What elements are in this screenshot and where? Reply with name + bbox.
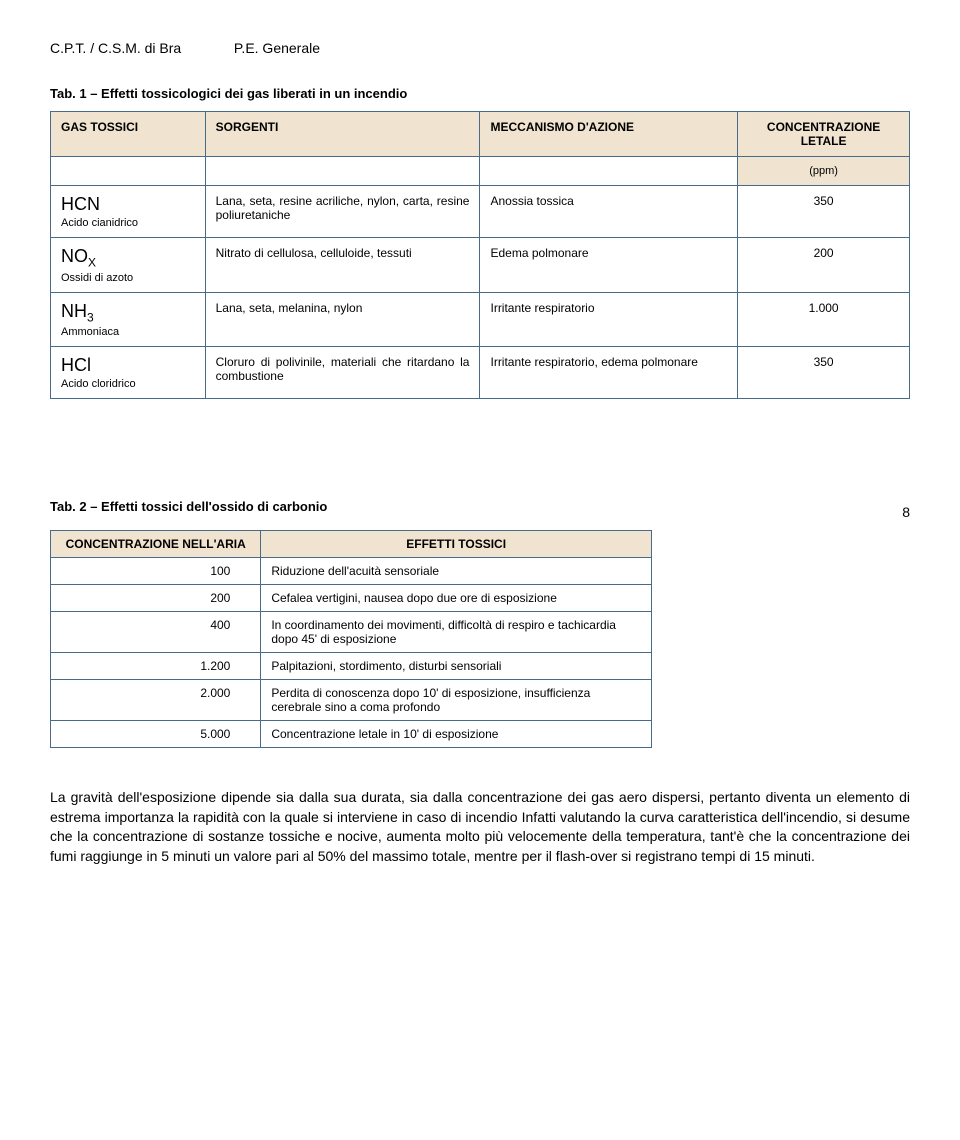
effect-cell: Palpitazioni, stordimento, disturbi sens… [261,653,652,680]
conc-cell: 1.000 [738,292,910,347]
table-row: 1.200 Palpitazioni, stordimento, disturb… [51,653,652,680]
mech-cell: Anossia tossica [480,186,738,238]
table1-unit-row: (ppm) [51,157,910,186]
conc-cell: 350 [738,347,910,399]
effect-cell: Concentrazione letale in 10' di esposizi… [261,721,652,748]
table2: CONCENTRAZIONE NELL'ARIA EFFETTI TOSSICI… [50,530,652,748]
source-cell: Nitrato di cellulosa, celluloide, tessut… [205,238,480,293]
table2-col-conc: CONCENTRAZIONE NELL'ARIA [51,531,261,558]
table-row: 400 In coordinamento dei movimenti, diff… [51,612,652,653]
table1-col-mech: MECCANISMO D'AZIONE [480,112,738,157]
conc-val: 100 [51,558,261,585]
chem-name: Ammoniaca [61,326,119,338]
mech-cell: Irritante respiratorio, edema polmonare [480,347,738,399]
effect-cell: In coordinamento dei movimenti, difficol… [261,612,652,653]
table1-col-src: SORGENTI [205,112,480,157]
table1-col-conc: CONCENTRAZIONE LETALE [738,112,910,157]
table-row: 200 Cefalea vertigini, nausea dopo due o… [51,585,652,612]
body-paragraph: La gravità dell'esposizione dipende sia … [50,788,910,866]
conc-cell: 200 [738,238,910,293]
table-row: 2.000 Perdita di conoscenza dopo 10' di … [51,680,652,721]
source-cell: Lana, seta, melanina, nylon [205,292,480,347]
table1-caption: Tab. 1 – Effetti tossicologici dei gas l… [50,86,910,101]
source-cell: Lana, seta, resine acriliche, nylon, car… [205,186,480,238]
effect-cell: Cefalea vertigini, nausea dopo due ore d… [261,585,652,612]
effect-cell: Perdita di conoscenza dopo 10' di esposi… [261,680,652,721]
conc-val: 1.200 [51,653,261,680]
table1-col-gas: GAS TOSSICI [51,112,206,157]
table-row: 100 Riduzione dell'acuità sensoriale [51,558,652,585]
chem-name: Acido cloridrico [61,378,136,390]
table-row: HCl Acido cloridrico Cloruro di polivini… [51,347,910,399]
table-row: HCN Acido cianidrico Lana, seta, resine … [51,186,910,238]
conc-val: 2.000 [51,680,261,721]
chem-name: Ossidi di azoto [61,272,133,284]
table2-header-row: CONCENTRAZIONE NELL'ARIA EFFETTI TOSSICI [51,531,652,558]
page-header: C.P.T. / C.S.M. di Bra P.E. Generale [50,40,910,56]
conc-cell: 350 [738,186,910,238]
formula-sub: X [88,256,96,270]
table1-unit: (ppm) [738,157,910,186]
formula: NH [61,301,87,321]
table-row: NH3 Ammoniaca Lana, seta, melanina, nylo… [51,292,910,347]
header-left: C.P.T. / C.S.M. di Bra [50,40,230,56]
table2-col-eff: EFFETTI TOSSICI [261,531,652,558]
effect-cell: Riduzione dell'acuità sensoriale [261,558,652,585]
conc-val: 200 [51,585,261,612]
formula: HCl [61,355,91,375]
source-cell: Cloruro di polivinile, materiali che rit… [205,347,480,399]
mech-cell: Edema polmonare [480,238,738,293]
table1: GAS TOSSICI SORGENTI MECCANISMO D'AZIONE… [50,111,910,399]
formula: HCN [61,194,100,214]
formula: NO [61,246,88,266]
table1-header-row: GAS TOSSICI SORGENTI MECCANISMO D'AZIONE… [51,112,910,157]
formula-sub: 3 [87,310,94,324]
mech-cell: Irritante respiratorio [480,292,738,347]
header-right: P.E. Generale [234,40,320,56]
chem-name: Acido cianidrico [61,217,138,229]
conc-val: 5.000 [51,721,261,748]
table-row: NOX Ossidi di azoto Nitrato di cellulosa… [51,238,910,293]
table-row: 5.000 Concentrazione letale in 10' di es… [51,721,652,748]
conc-val: 400 [51,612,261,653]
